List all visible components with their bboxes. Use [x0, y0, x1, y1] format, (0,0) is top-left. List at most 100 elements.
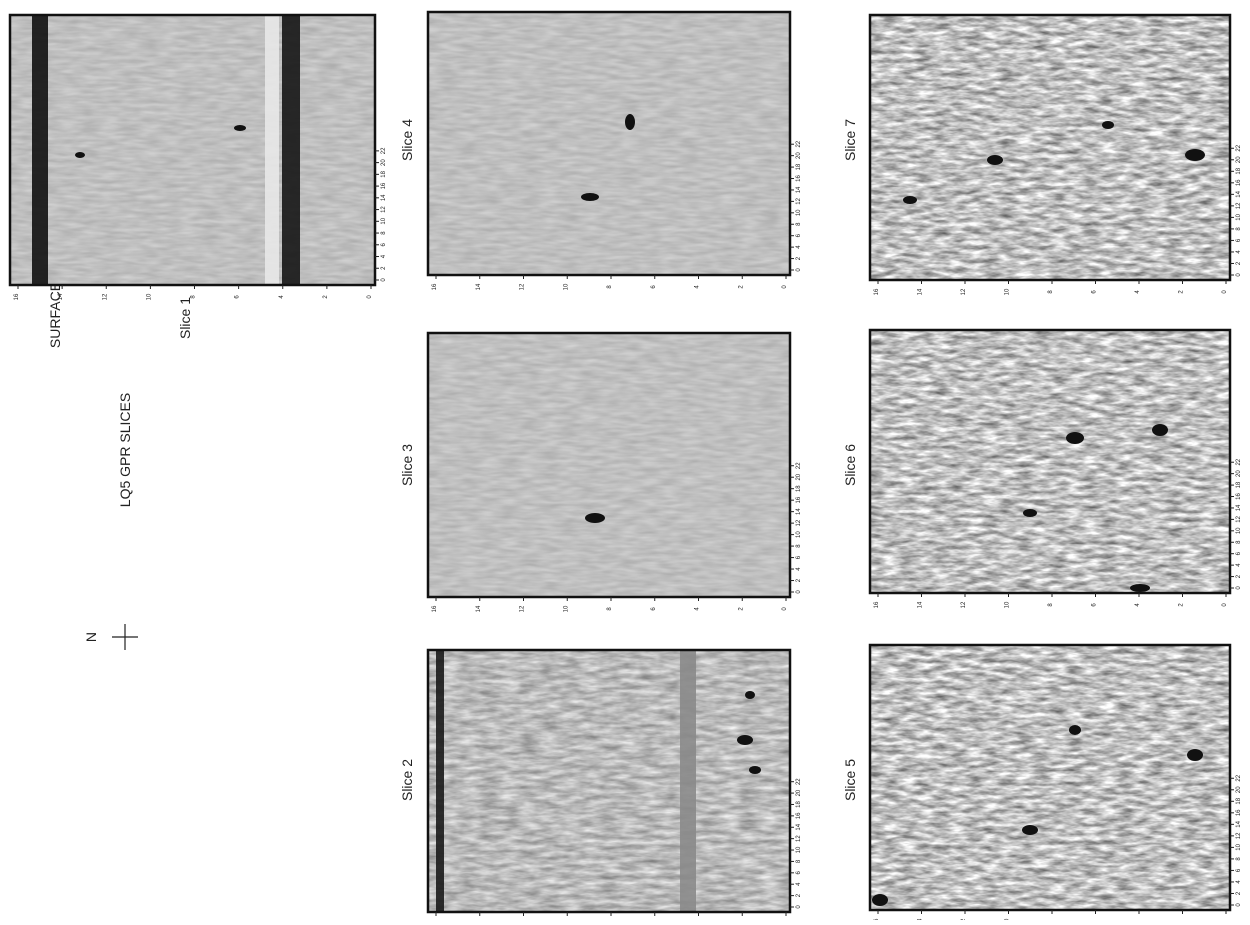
tick-label: 16 [1236, 809, 1242, 816]
tick-label: 16 [796, 812, 802, 819]
anomaly [903, 196, 917, 204]
tick-label: 0 [1236, 586, 1242, 590]
figure: LQ5 GPR SLICES N SURFACE 024681012141618… [0, 0, 1250, 920]
tick-label: 0 [796, 590, 802, 594]
tick-label: 10 [1005, 288, 1011, 295]
tick-label: 0 [1236, 273, 1242, 277]
tick-label: 4 [796, 567, 802, 571]
tick-label: 18 [381, 170, 387, 177]
anomaly [1102, 121, 1114, 129]
tick-label: 6 [651, 607, 657, 611]
slice-label: Slice 2 [399, 759, 415, 801]
tick-label: 18 [796, 485, 802, 492]
tick-label: 14 [58, 293, 64, 300]
tick-label: 8 [796, 544, 802, 548]
tick-label: 2 [1179, 603, 1185, 607]
anomaly [1066, 432, 1084, 444]
tick-label: 6 [1236, 551, 1242, 555]
tick-label: 8 [1236, 857, 1242, 861]
tick-label: 16 [432, 283, 438, 290]
tick-label: 14 [918, 288, 924, 295]
tick-label: 2 [323, 295, 329, 299]
anomaly [75, 152, 85, 158]
tick-label: 4 [1236, 880, 1242, 884]
tick-label: 20 [796, 152, 802, 159]
anomaly [749, 766, 761, 774]
tick-label: 0 [367, 295, 373, 299]
tick-label: 16 [796, 175, 802, 182]
slice-image [428, 12, 790, 275]
tick-label: 12 [961, 288, 967, 295]
anomaly [234, 125, 246, 131]
tick-label: 20 [1236, 470, 1242, 477]
tick-label: 4 [1236, 250, 1242, 254]
tick-label: 0 [381, 278, 387, 282]
tick-label: 2 [738, 607, 744, 611]
tick-label: 12 [520, 283, 526, 290]
anomaly [1022, 825, 1038, 835]
tick-label: 8 [796, 222, 802, 226]
tick-label: 10 [1236, 527, 1242, 534]
tick-label: 12 [796, 197, 802, 204]
anomaly [1185, 149, 1205, 161]
anomaly [1152, 424, 1168, 436]
tick-label: 12 [796, 835, 802, 842]
tick-label: 2 [1179, 290, 1185, 294]
surface-label: SURFACE [47, 282, 63, 348]
tick-label: 8 [1048, 290, 1054, 294]
anomaly [585, 513, 605, 523]
tick-label: 10 [1236, 213, 1242, 220]
tick-label: 6 [1092, 603, 1098, 607]
tick-label: 10 [1005, 601, 1011, 608]
slice-image [870, 330, 1230, 593]
tick-label: 6 [1236, 238, 1242, 242]
tick-label: 2 [1236, 574, 1242, 578]
tick-label: 12 [520, 605, 526, 612]
tick-label: 10 [563, 605, 569, 612]
tick-label: 2 [738, 285, 744, 289]
tick-label: 22 [381, 147, 387, 154]
anomaly [872, 894, 888, 906]
tick-label: 8 [796, 859, 802, 863]
tick-label: 0 [1222, 603, 1228, 607]
tick-label: 6 [235, 295, 241, 299]
tick-label: 22 [1236, 144, 1242, 151]
slice-label: Slice 6 [842, 444, 858, 486]
tick-label: 14 [476, 605, 482, 612]
tick-label: 10 [796, 531, 802, 538]
tick-label: 6 [1092, 290, 1098, 294]
tick-label: 12 [961, 601, 967, 608]
tick-label: 6 [796, 870, 802, 874]
tick-label: 6 [796, 233, 802, 237]
figure-title: LQ5 GPR SLICES [117, 393, 133, 507]
tick-label: 2 [796, 578, 802, 582]
slice-band [265, 15, 279, 285]
tick-label: 14 [796, 508, 802, 515]
tick-label: 12 [796, 519, 802, 526]
tick-label: 16 [1236, 493, 1242, 500]
tick-label: 14 [1236, 504, 1242, 511]
tick-label: 4 [695, 607, 701, 611]
tick-label: 12 [102, 293, 108, 300]
tick-label: 10 [796, 846, 802, 853]
slice-band [680, 650, 696, 912]
tick-label: 6 [381, 242, 387, 246]
anomaly [1069, 725, 1081, 735]
tick-label: 8 [1236, 540, 1242, 544]
tick-label: 4 [279, 295, 285, 299]
tick-label: 22 [796, 778, 802, 785]
tick-label: 4 [1236, 563, 1242, 567]
tick-label: 10 [146, 293, 152, 300]
tick-label: 8 [1048, 603, 1054, 607]
tick-label: 4 [796, 882, 802, 886]
anomaly [625, 114, 635, 130]
tick-label: 14 [796, 186, 802, 193]
tick-label: 2 [381, 266, 387, 270]
tick-label: 18 [1236, 167, 1242, 174]
tick-label: 14 [1236, 190, 1242, 197]
